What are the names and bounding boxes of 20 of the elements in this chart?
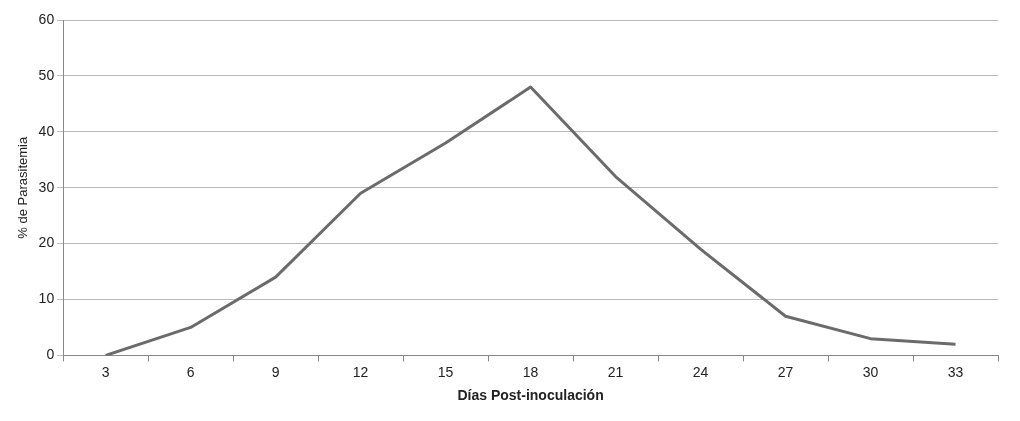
x-tick-label: 21 (607, 363, 624, 380)
y-tick-label: 0 (46, 346, 55, 363)
y-tick-label: 50 (38, 66, 55, 83)
y-tick-label: 30 (38, 178, 55, 195)
x-tick-label: 15 (437, 363, 454, 380)
x-tick-label: 27 (777, 363, 794, 380)
y-tick-label: 20 (38, 234, 55, 251)
x-tick-label: 30 (862, 363, 879, 380)
x-tick-label: 24 (692, 363, 709, 380)
y-axis-title: % de Parasitemia (15, 136, 31, 239)
y-tick-label: 60 (38, 10, 55, 27)
x-tick-label: 33 (947, 363, 964, 380)
x-tick-label: 9 (271, 363, 280, 380)
y-tick-label: 10 (38, 290, 55, 307)
x-axis-title: Días Post-inoculación (457, 387, 604, 404)
x-tick-label: 6 (186, 363, 195, 380)
y-tick-label: 40 (38, 122, 55, 139)
x-tick-label: 18 (522, 363, 539, 380)
x-tick-label: 12 (352, 363, 369, 380)
x-tick-label: 3 (101, 363, 110, 380)
